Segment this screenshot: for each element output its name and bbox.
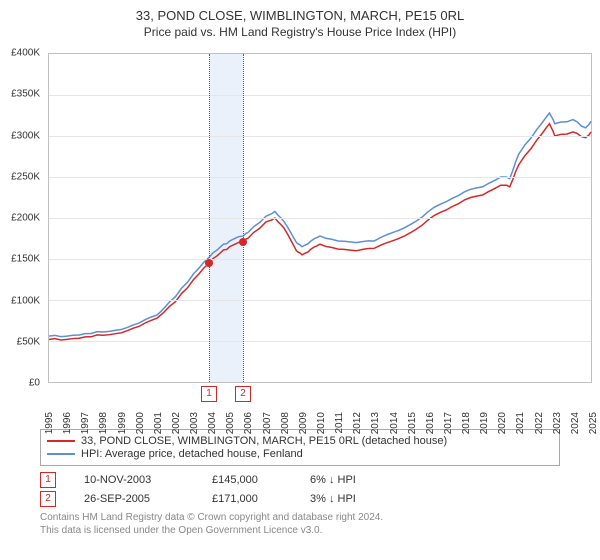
x-tick-label: 2014 <box>389 412 400 434</box>
sales-delta: 6% ↓ HPI <box>310 474 356 486</box>
x-tick-label: 2007 <box>262 412 273 434</box>
legend: 33, POND CLOSE, WIMBLINGTON, MARCH, PE15… <box>40 429 560 466</box>
legend-label: HPI: Average price, detached house, Fenl… <box>81 448 303 460</box>
y-axis-labels: £0£50K£100K£150K£200K£250K£300K£350K£400… <box>0 53 44 383</box>
x-axis-labels: 1995199619971998199920002001200220032004… <box>48 385 592 423</box>
x-tick-label: 2010 <box>316 412 327 434</box>
x-tick-label: 2025 <box>588 412 599 434</box>
x-tick-label: 2001 <box>153 412 164 434</box>
y-tick-label: £250K <box>11 171 40 182</box>
x-tick-label: 2016 <box>425 412 436 434</box>
x-tick-label: 2023 <box>552 412 563 434</box>
sales-date: 10-NOV-2003 <box>84 474 184 486</box>
sales-row: 1 10-NOV-2003 £145,000 6% ↓ HPI <box>40 472 560 488</box>
x-tick-label: 2015 <box>407 412 418 434</box>
chart: £0 £50K £100K £150K £200K £250K £300K £350K £400… <box>0 43 600 423</box>
x-tick-label: 2008 <box>280 412 291 434</box>
sale-point <box>205 259 213 267</box>
x-tick-label: 2013 <box>370 412 381 434</box>
sales-delta: 3% ↓ HPI <box>310 493 356 505</box>
x-tick-label: 2011 <box>334 412 345 434</box>
sales-price: £145,000 <box>212 474 282 486</box>
x-tick-label: 2020 <box>497 412 508 434</box>
plot-area: 12 <box>48 53 592 383</box>
x-tick-label: 2002 <box>171 412 182 434</box>
x-tick-label: 2000 <box>135 412 146 434</box>
x-tick-label: 2022 <box>534 412 545 434</box>
legend-swatch <box>47 453 75 455</box>
y-tick-label: £150K <box>11 254 40 265</box>
footer-line: Contains HM Land Registry data © Crown c… <box>40 511 560 524</box>
y-tick-label: £350K <box>11 89 40 100</box>
y-tick-label: £50K <box>17 336 40 347</box>
x-tick-label: 2009 <box>298 412 309 434</box>
x-tick-label: 2005 <box>225 412 236 434</box>
y-tick-label: £100K <box>11 295 40 306</box>
y-tick-label: £0 <box>29 378 40 389</box>
chart-titles: 33, POND CLOSE, WIMBLINGTON, MARCH, PE15… <box>0 0 600 43</box>
series-line <box>49 124 591 340</box>
x-tick-label: 1998 <box>98 412 109 434</box>
sales-price: £171,000 <box>212 493 282 505</box>
x-tick-label: 1996 <box>62 412 73 434</box>
chart-title: 33, POND CLOSE, WIMBLINGTON, MARCH, PE15… <box>0 8 600 23</box>
y-tick-label: £400K <box>11 48 40 59</box>
x-tick-label: 2019 <box>479 412 490 434</box>
x-tick-label: 2004 <box>207 412 218 434</box>
legend-item: HPI: Average price, detached house, Fenl… <box>47 448 553 460</box>
x-tick-label: 1997 <box>80 412 91 434</box>
footer-line: This data is licensed under the Open Gov… <box>40 524 560 537</box>
series-line <box>49 113 591 337</box>
sale-point <box>239 238 247 246</box>
x-tick-label: 2017 <box>443 412 454 434</box>
sales-date: 26-SEP-2005 <box>84 493 184 505</box>
x-tick-label: 1999 <box>117 412 128 434</box>
y-tick-label: £300K <box>11 130 40 141</box>
x-tick-label: 1995 <box>44 412 55 434</box>
sales-row: 2 26-SEP-2005 £171,000 3% ↓ HPI <box>40 491 560 507</box>
legend-label: 33, POND CLOSE, WIMBLINGTON, MARCH, PE15… <box>81 435 447 447</box>
sales-marker-box: 2 <box>40 491 56 507</box>
sales-marker-box: 1 <box>40 472 56 488</box>
footer: Contains HM Land Registry data © Crown c… <box>40 511 560 537</box>
x-tick-label: 2012 <box>352 412 363 434</box>
sale-vline <box>243 54 244 382</box>
x-tick-label: 2003 <box>189 412 200 434</box>
x-tick-label: 2018 <box>461 412 472 434</box>
x-tick-label: 2006 <box>243 412 254 434</box>
legend-swatch <box>47 440 75 442</box>
sales-table: 1 10-NOV-2003 £145,000 6% ↓ HPI 2 26-SEP-2005… <box>40 472 560 507</box>
y-tick-label: £200K <box>11 213 40 224</box>
sale-vline <box>209 54 210 382</box>
chart-subtitle: Price paid vs. HM Land Registry's House … <box>0 25 600 39</box>
x-tick-label: 2021 <box>515 412 526 434</box>
legend-item: 33, POND CLOSE, WIMBLINGTON, MARCH, PE15… <box>47 435 553 447</box>
x-tick-label: 2024 <box>570 412 581 434</box>
